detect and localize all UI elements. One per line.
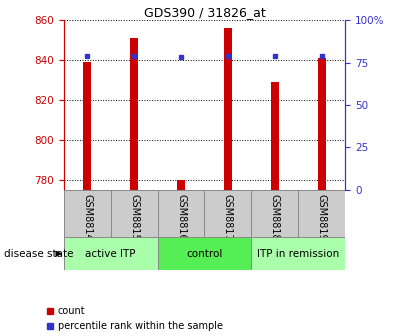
Bar [224,28,232,190]
Text: GSM8817: GSM8817 [223,194,233,240]
Bar [270,82,279,190]
Text: GSM8819: GSM8819 [317,194,327,240]
Text: disease state: disease state [4,249,74,259]
Bar [157,190,205,237]
Bar [298,190,345,237]
Bar [64,190,111,237]
Text: GSM8818: GSM8818 [270,194,280,240]
Legend: count, percentile rank within the sample: count, percentile rank within the sample [46,306,223,331]
Text: ITP in remission: ITP in remission [257,249,339,259]
Bar [177,180,185,190]
Title: GDS390 / 31826_at: GDS390 / 31826_at [143,6,266,19]
Bar [64,237,157,270]
Bar [83,62,91,190]
Bar [111,190,157,237]
Bar [318,58,326,190]
Bar [157,237,252,270]
Bar [252,190,298,237]
Bar [252,237,345,270]
Bar [130,38,139,190]
Text: GSM8816: GSM8816 [176,194,186,240]
Text: control: control [186,249,223,259]
Text: GSM8814: GSM8814 [82,194,92,240]
Text: GSM8815: GSM8815 [129,194,139,240]
Bar [205,190,252,237]
Text: active ITP: active ITP [85,249,136,259]
